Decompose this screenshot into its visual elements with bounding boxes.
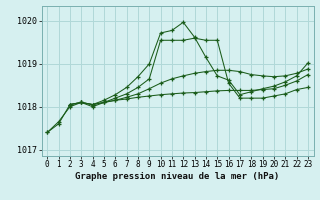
- X-axis label: Graphe pression niveau de la mer (hPa): Graphe pression niveau de la mer (hPa): [76, 172, 280, 181]
